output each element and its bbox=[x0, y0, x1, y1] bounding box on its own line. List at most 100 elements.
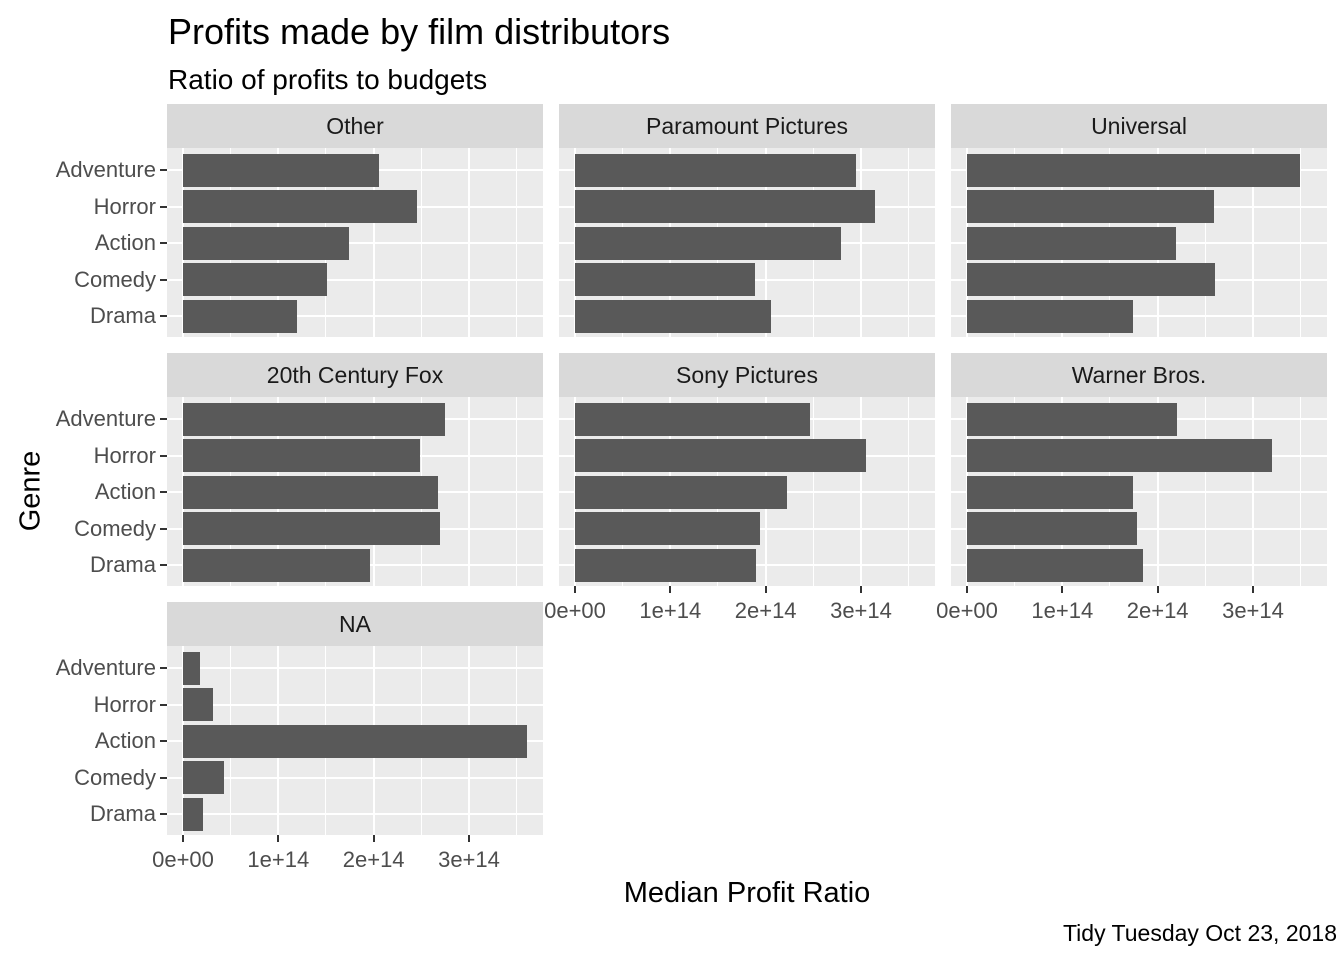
bar-na-comedy bbox=[183, 761, 224, 794]
x-tick-mark bbox=[1251, 586, 1254, 593]
genre-label-comedy: Comedy bbox=[74, 764, 156, 790]
y-tick-mark bbox=[160, 667, 167, 669]
y-tick-mark bbox=[160, 740, 167, 742]
bar-universal-adventure bbox=[967, 153, 1300, 187]
x-axis-title: Median Profit Ratio bbox=[623, 877, 871, 909]
genre-label-drama: Drama bbox=[89, 303, 156, 328]
x-tick-label-2e-14: 2e+14 bbox=[734, 598, 797, 623]
x-tick-label-3e-14: 3e+14 bbox=[1222, 598, 1284, 623]
bar-universal-action bbox=[967, 226, 1176, 260]
bar-other-horror bbox=[183, 190, 417, 223]
y-tick-mark bbox=[160, 491, 167, 493]
bar-sony-pictures-action bbox=[575, 475, 787, 509]
plot-subtitle: Ratio of profits to budgets bbox=[168, 64, 488, 95]
facet-strip-other: Other bbox=[167, 104, 543, 148]
bar-paramount-pictures-comedy bbox=[575, 263, 756, 296]
x-tick-mark bbox=[182, 835, 184, 842]
facet-strip-universal: Universal bbox=[951, 104, 1327, 148]
facet-strip-label: Universal bbox=[1091, 112, 1187, 139]
x-tick-label-2e-14: 2e+14 bbox=[342, 847, 405, 872]
bar-paramount-pictures-action bbox=[575, 226, 841, 260]
facet-strip-label: Other bbox=[326, 112, 384, 139]
bar-other-action bbox=[183, 226, 349, 260]
gridline-major-h bbox=[167, 278, 543, 281]
facet-panel-sony-pictures bbox=[559, 397, 935, 586]
genre-label-horror: Horror bbox=[93, 193, 156, 219]
bar-other-drama bbox=[183, 299, 298, 333]
x-tick-label-3e-14: 3e+14 bbox=[438, 847, 500, 872]
bar-warner-bros-comedy bbox=[967, 512, 1137, 545]
x-tick-mark bbox=[764, 586, 767, 593]
gridline-major-h bbox=[951, 491, 1327, 493]
y-tick-mark bbox=[160, 527, 167, 530]
facet-strip-na: NA bbox=[167, 602, 543, 646]
y-tick-mark bbox=[160, 278, 167, 281]
x-tick-label-1e-14: 1e+14 bbox=[639, 598, 702, 623]
genre-label-adventure: Adventure bbox=[55, 157, 156, 182]
y-tick-mark bbox=[160, 564, 167, 566]
x-tick-mark bbox=[467, 835, 470, 842]
bar-na-drama bbox=[183, 797, 204, 831]
bar-na-adventure bbox=[183, 651, 201, 685]
bar-20th-century-fox-comedy bbox=[183, 512, 441, 545]
genre-label-horror: Horror bbox=[93, 442, 156, 468]
bar-paramount-pictures-adventure bbox=[575, 153, 857, 187]
facet-panel-na bbox=[167, 646, 543, 835]
bar-sony-pictures-comedy bbox=[575, 512, 760, 545]
plot-caption: Tidy Tuesday Oct 23, 2018 bbox=[1062, 920, 1337, 946]
gridline-major-h bbox=[167, 315, 543, 317]
genre-label-action: Action bbox=[94, 728, 156, 753]
plot-title: Profits made by film distributors bbox=[168, 11, 671, 52]
facet-panel-paramount-pictures bbox=[559, 148, 935, 337]
x-tick-label-2e-14: 2e+14 bbox=[1126, 598, 1189, 623]
x-tick-mark bbox=[574, 586, 576, 593]
facet-strip-label: NA bbox=[339, 610, 371, 637]
y-tick-mark bbox=[160, 454, 167, 457]
bar-warner-bros-adventure bbox=[967, 402, 1177, 436]
bar-universal-horror bbox=[967, 190, 1214, 223]
facet-strip-sony-pictures: Sony Pictures bbox=[559, 353, 935, 397]
facet-strip-label: Sony Pictures bbox=[676, 361, 818, 388]
x-tick-label-1e-14: 1e+14 bbox=[247, 847, 310, 872]
y-tick-mark bbox=[160, 418, 167, 420]
y-tick-mark bbox=[160, 315, 167, 317]
facet-strip-20th-century-fox: 20th Century Fox bbox=[167, 353, 543, 397]
bar-universal-comedy bbox=[967, 263, 1215, 296]
y-tick-mark bbox=[160, 776, 167, 779]
bar-20th-century-fox-adventure bbox=[183, 402, 446, 436]
bar-sony-pictures-drama bbox=[575, 548, 757, 582]
y-tick-mark bbox=[160, 205, 167, 208]
gridline-major-h bbox=[951, 527, 1327, 530]
facet-strip-label: 20th Century Fox bbox=[266, 361, 444, 388]
facet-panel-universal bbox=[951, 148, 1327, 337]
bar-sony-pictures-horror bbox=[575, 439, 866, 472]
facet-strip-label: Paramount Pictures bbox=[646, 112, 848, 139]
bar-na-action bbox=[183, 724, 528, 758]
genre-label-adventure: Adventure bbox=[55, 655, 156, 680]
y-tick-mark bbox=[160, 169, 167, 171]
x-tick-label-3e-14: 3e+14 bbox=[830, 598, 892, 623]
genre-label-adventure: Adventure bbox=[55, 406, 156, 431]
x-tick-label-0e-00: 0e+00 bbox=[936, 598, 998, 623]
gridline-major-h bbox=[167, 242, 543, 244]
facet-panel-other bbox=[167, 148, 543, 337]
bar-paramount-pictures-drama bbox=[575, 299, 772, 333]
x-tick-label-1e-14: 1e+14 bbox=[1031, 598, 1094, 623]
genre-label-comedy: Comedy bbox=[74, 515, 156, 541]
facet-strip-label: Warner Bros. bbox=[1071, 361, 1207, 388]
bar-warner-bros-horror bbox=[967, 439, 1273, 472]
x-tick-mark bbox=[669, 586, 672, 593]
x-tick-mark bbox=[966, 586, 968, 593]
genre-label-horror: Horror bbox=[93, 691, 156, 717]
genre-label-comedy: Comedy bbox=[74, 266, 156, 292]
x-tick-mark bbox=[277, 835, 280, 842]
genre-label-drama: Drama bbox=[89, 552, 156, 577]
facet-strip-paramount-pictures: Paramount Pictures bbox=[559, 104, 935, 148]
bar-sony-pictures-adventure bbox=[575, 402, 811, 436]
bar-20th-century-fox-drama bbox=[183, 548, 370, 582]
y-tick-mark bbox=[160, 703, 167, 706]
bar-na-horror bbox=[183, 688, 213, 721]
bar-paramount-pictures-horror bbox=[575, 190, 876, 223]
